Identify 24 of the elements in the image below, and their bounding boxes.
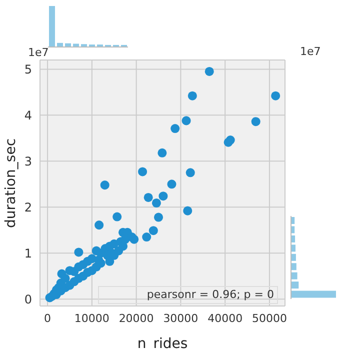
bar (73, 44, 79, 47)
bar (291, 282, 299, 289)
bar (291, 272, 298, 280)
bar (291, 254, 296, 261)
bar (291, 263, 296, 270)
y-tick-label: 0 (24, 292, 32, 306)
x-tick-label: 10000 (74, 312, 110, 325)
x-tick-label: 20000 (118, 312, 154, 325)
x-tick-label: 30000 (163, 312, 198, 325)
text: 1e7 (300, 45, 321, 58)
bar (49, 6, 55, 47)
y-axis-title: duration_sec (2, 138, 19, 228)
y-tick-label: 2 (24, 200, 32, 214)
y-tick-label: 5 (24, 62, 32, 76)
bar (291, 290, 336, 298)
annotation: pearsonr = 0.96; p = 0 (146, 288, 274, 302)
y-tick-label: 4 (24, 108, 32, 122)
x-tick-label: 50000 (252, 312, 287, 325)
x-tick-label: 0 (44, 312, 52, 325)
annotation: 1e7 (28, 46, 49, 59)
x-tick-label: 40000 (208, 312, 243, 325)
y-tick-label: 3 (24, 154, 32, 168)
y-tick-label: 1 (24, 246, 32, 260)
x-axis-title: n_rides (137, 336, 188, 350)
